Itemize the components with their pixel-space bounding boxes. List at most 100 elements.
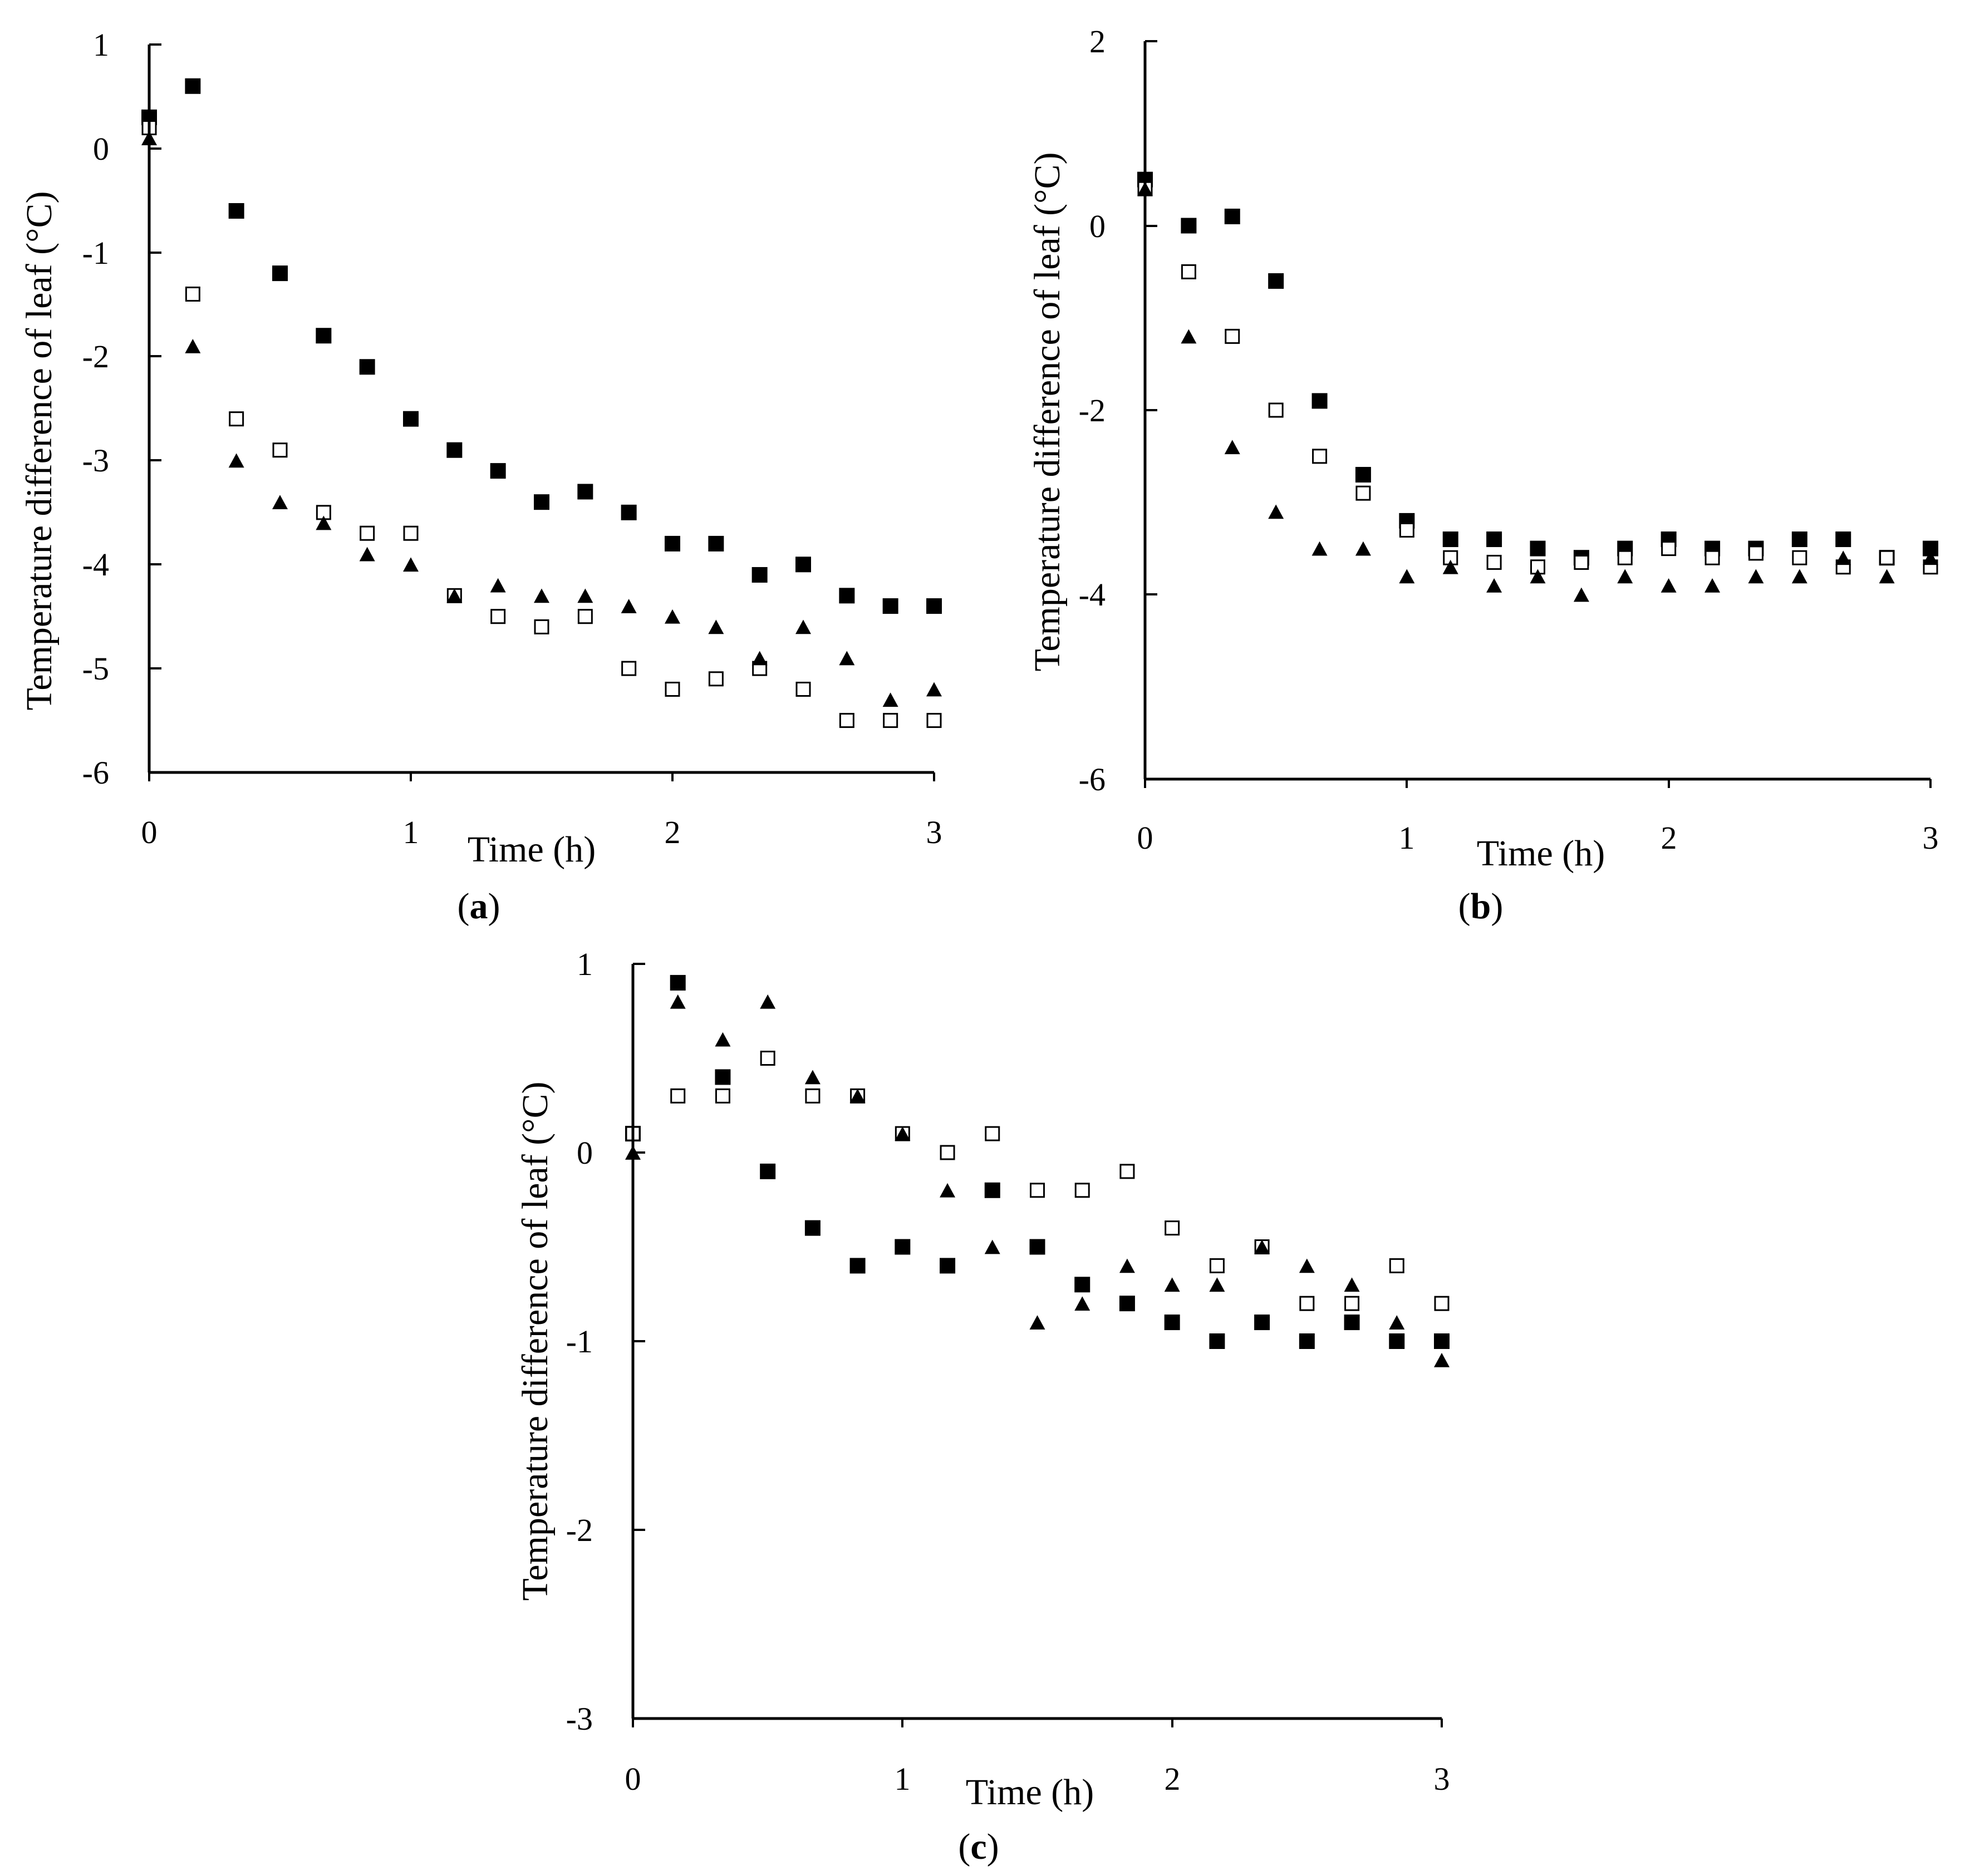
panel-b-open-square-point [1225,328,1240,344]
panel-a-open-square-point [490,609,506,624]
panel-c-y-tick-labels: 1 0 -1 -2 -3 [566,946,593,1737]
panel-a-filled-square-point [751,567,768,583]
panel-a-filled-square-point [926,598,942,614]
panel-c-open-square-point [1344,1296,1360,1311]
panel-b-filled-square-point [1835,531,1851,548]
panel-c-filled-square-point [1119,1296,1135,1312]
panel-b-x-tick-label: 0 [1137,820,1153,856]
panel-b-x-tick-label: 3 [1923,820,1939,856]
panel-c-open-square-point [1074,1183,1090,1198]
panel-a-filled-triangle-point [621,599,637,613]
panel-c-filled-triangle-point [1119,1258,1135,1273]
panel-b-filled-square-point [1442,531,1458,548]
panel-a-filled-triangle-point [751,651,768,666]
panel-c-open-square-point [715,1088,730,1104]
panel-a-open-square-point [883,713,898,728]
panel-c-label: (c) [958,1826,999,1867]
panel-a-filled-triangle-point [839,651,855,666]
panel-b-filled-triangle-point [1923,550,1938,565]
panel-a-filled-square-point [316,328,332,344]
panel-a-label-letter: a [470,886,488,927]
panel-b-open-square-point [1486,554,1502,570]
panel-b-filled-triangle-point [1355,541,1371,556]
panel-a-x-tick-label: 2 [665,814,681,850]
panel-c-filled-square-point [760,1163,776,1179]
panel-a-y-tick-label: -5 [82,651,109,687]
panel-c-filled-triangle-point [1074,1296,1090,1311]
panel-a-filled-triangle-point [708,619,724,634]
panel-c-filled-square-point [1299,1333,1315,1349]
panel-c-y-tick-label: -2 [566,1512,593,1548]
panel-a: 1 0 -1 -2 -3 -4 -5 -6 0 1 2 3 Time (h) T… [19,27,942,927]
panel-a-y-tick-label: -1 [82,235,109,271]
panel-c-open-square-point [1389,1258,1404,1273]
panel-a-open-square-point [185,286,200,302]
panel-b-filled-triangle-point [1661,578,1677,593]
panel-c-label-letter: c [970,1826,986,1867]
panel-c-y-tick-label: -1 [566,1323,593,1360]
panel-a-x-tick-labels: 0 1 2 3 [141,814,942,850]
panel-b-x-tick-labels: 0 1 2 3 [1137,820,1939,856]
panel-b-filled-square-point [1355,467,1371,483]
panel-a-filled-square-point [272,265,288,282]
panel-c-filled-square-point [1029,1239,1045,1255]
panel-a-points [141,78,942,728]
panel-c-filled-square-point [670,974,686,991]
panel-a-y-tick-label: 1 [93,27,109,63]
panel-a-y-tick-label: -6 [82,755,109,791]
panel-b-filled-triangle-point [1268,504,1284,519]
panel-a-filled-square-point [795,557,811,573]
panel-c-filled-square-point [1434,1333,1450,1349]
panel-c-filled-square-point [1389,1333,1405,1349]
panel-a-y-tick-label: 0 [93,131,109,167]
panel-c-filled-square-point [1164,1314,1180,1331]
panel-a-filled-triangle-point [926,682,942,697]
panel-b-open-square-point [1312,449,1328,464]
panel-b-filled-square-point [1311,393,1328,409]
panel-c-y-tick-label: 0 [577,1135,593,1171]
panel-b-filled-triangle-point [1311,541,1328,556]
panel-c-open-square-point [1165,1220,1180,1236]
panel-a-filled-triangle-point [446,588,463,603]
panel-b-open-square-point [1181,264,1196,279]
panel-c-filled-triangle-point [1254,1239,1270,1254]
panel-b-y-tick-labels: 2 0 -2 -4 -6 [1079,23,1106,797]
panel-c-x-tick-label: 0 [625,1761,641,1797]
panel-a-open-square-point [229,411,244,427]
panel-c-filled-square-point [1209,1333,1225,1349]
panel-c-y-tick-label: 1 [577,946,593,982]
panel-c-x-tick-label: 2 [1165,1761,1181,1797]
panel-b-y-tick-label: -6 [1079,761,1106,797]
panel-c-filled-triangle-point [1164,1277,1180,1292]
panel-c-filled-triangle-point [1299,1258,1315,1273]
panel-b-label-letter: b [1471,886,1491,927]
panel-c-open-square-point [805,1088,821,1104]
panel-c-filled-triangle-point [715,1032,731,1047]
panel-a-filled-triangle-point [882,692,898,707]
panel-c-x-ticks [632,1719,1443,1727]
panel-a-label: (a) [458,886,500,927]
panel-a-open-square-point [534,619,549,634]
panel-a-y-axis-title: Temperature difference of leaf (°C) [19,191,60,710]
panel-b-filled-triangle-point [1617,569,1633,584]
panel-b-open-square-point [1399,522,1414,538]
panel-b-filled-triangle-point [1399,569,1415,584]
panel-a-x-axis-title: Time (h) [468,829,596,870]
panel-c-x-axis-title: Time (h) [966,1772,1094,1813]
panel-c-x-tick-label: 3 [1434,1761,1450,1797]
panel-a-x-tick-label: 3 [926,814,942,850]
panel-a-filled-triangle-point [359,546,375,562]
panel-a-open-square-point [360,525,375,541]
panel-c-y-axis-title: Temperature difference of leaf (°C) [515,1081,556,1601]
panel-a-open-square-point [621,661,637,676]
panel-a-filled-triangle-point [228,453,244,468]
panel-b-filled-triangle-point [1791,569,1807,584]
panel-c-filled-square-point [1074,1277,1090,1293]
panel-c-filled-triangle-point [849,1089,866,1104]
panel-c-filled-triangle-point [804,1070,821,1085]
panel-a-x-ticks [148,772,935,781]
panel-a-open-square-point [795,682,811,697]
panel-a-filled-square-point [490,463,506,479]
panel-a-x-tick-label: 0 [141,814,158,850]
